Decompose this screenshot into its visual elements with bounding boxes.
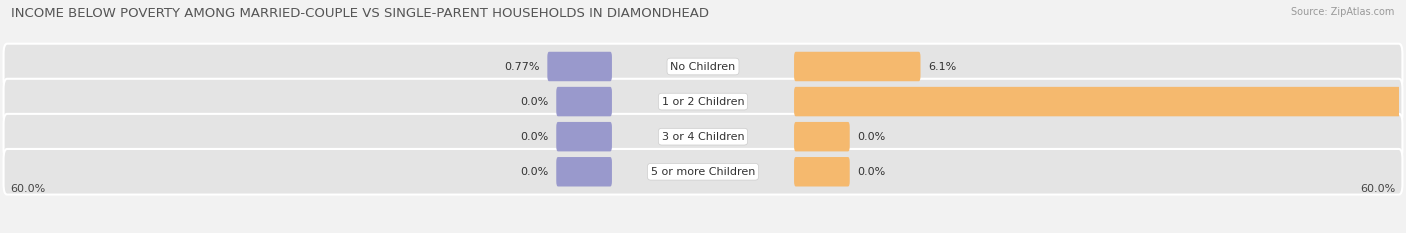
FancyBboxPatch shape [794,157,849,186]
Text: 0.0%: 0.0% [858,167,886,177]
FancyBboxPatch shape [794,87,1406,116]
Text: 3 or 4 Children: 3 or 4 Children [662,132,744,142]
FancyBboxPatch shape [4,79,1402,124]
FancyBboxPatch shape [4,114,1402,159]
Text: 1 or 2 Children: 1 or 2 Children [662,97,744,106]
Text: 60.0%: 60.0% [10,184,46,194]
Text: No Children: No Children [671,62,735,72]
Text: 6.1%: 6.1% [928,62,956,72]
Text: Source: ZipAtlas.com: Source: ZipAtlas.com [1291,7,1395,17]
FancyBboxPatch shape [4,44,1402,89]
FancyBboxPatch shape [557,87,612,116]
Text: INCOME BELOW POVERTY AMONG MARRIED-COUPLE VS SINGLE-PARENT HOUSEHOLDS IN DIAMOND: INCOME BELOW POVERTY AMONG MARRIED-COUPL… [11,7,709,20]
Text: 0.0%: 0.0% [520,167,548,177]
FancyBboxPatch shape [794,122,849,151]
FancyBboxPatch shape [557,122,612,151]
Text: 0.0%: 0.0% [520,97,548,106]
FancyBboxPatch shape [547,52,612,81]
Text: 0.0%: 0.0% [858,132,886,142]
FancyBboxPatch shape [794,52,921,81]
Text: 60.0%: 60.0% [1360,184,1396,194]
Text: 0.77%: 0.77% [505,62,540,72]
FancyBboxPatch shape [4,149,1402,195]
Text: 0.0%: 0.0% [520,132,548,142]
FancyBboxPatch shape [557,157,612,186]
Text: 5 or more Children: 5 or more Children [651,167,755,177]
